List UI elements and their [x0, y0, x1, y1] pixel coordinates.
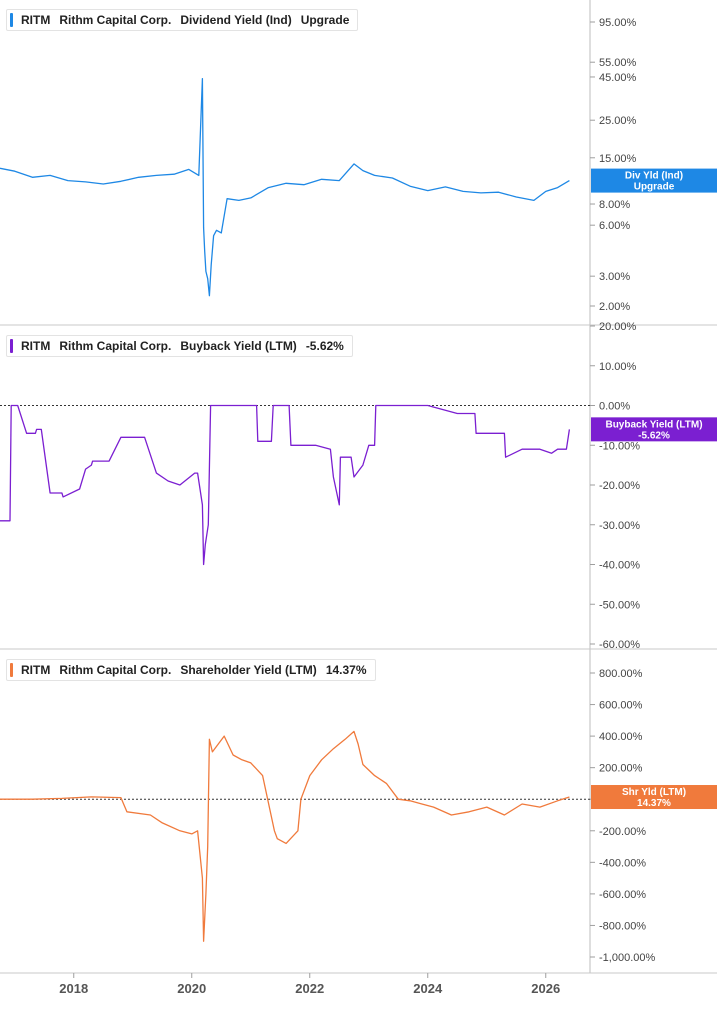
value-badge-text: Upgrade	[634, 182, 675, 193]
x-tick-label: 2022	[295, 981, 324, 996]
shareholder-series-line	[0, 730, 570, 942]
y-tick-label: 3.00%	[599, 271, 630, 283]
legend-company: Rithm Capital Corp.	[59, 13, 172, 27]
y-tick-label: 400.00%	[599, 731, 643, 743]
dividend-value-badge: Div Yld (Ind)Upgrade	[591, 168, 717, 193]
value-badge-bg	[591, 168, 717, 193]
y-tick-label: -1,000.00%	[599, 952, 655, 964]
y-tick-label: 6.00%	[599, 220, 630, 232]
legend-metric: Shareholder Yield (LTM)	[180, 663, 317, 677]
y-tick-label: -60.00%	[599, 639, 640, 651]
y-tick-label: 45.00%	[599, 72, 637, 84]
y-tick-label: 55.00%	[599, 57, 637, 69]
y-tick-label: -30.00%	[599, 520, 640, 532]
legend-buyback-yield[interactable]: RITM Rithm Capital Corp. Buyback Yield (…	[6, 335, 353, 357]
shareholder-value-badge: Shr Yld (LTM)14.37%	[591, 785, 717, 810]
x-tick-label: 2018	[59, 981, 88, 996]
dividend-series-line	[0, 77, 570, 297]
x-tick-label: 2024	[413, 981, 443, 996]
y-tick-label: 20.00%	[599, 321, 637, 333]
y-tick-label: 15.00%	[599, 153, 637, 165]
legend-shareholder-yield[interactable]: RITM Rithm Capital Corp. Shareholder Yie…	[6, 659, 376, 681]
legend-metric: Dividend Yield (Ind)	[180, 13, 292, 27]
y-tick-label: 10.00%	[599, 361, 637, 373]
legend-ticker: RITM	[21, 663, 51, 677]
series-color-swatch	[10, 13, 13, 27]
legend-ticker: RITM	[21, 339, 51, 353]
value-badge-bg	[591, 417, 717, 442]
y-tick-label: 2.00%	[599, 301, 630, 313]
legend-value: 14.37%	[325, 663, 367, 677]
value-badge-bg	[591, 785, 717, 810]
legend-company: Rithm Capital Corp.	[59, 663, 172, 677]
y-tick-label: 25.00%	[599, 115, 637, 127]
y-tick-label: -600.00%	[599, 889, 646, 901]
legend-company: Rithm Capital Corp.	[59, 339, 172, 353]
y-tick-label: 0.00%	[599, 401, 630, 413]
value-badge-text: Buyback Yield (LTM)	[605, 419, 702, 430]
legend-ticker: RITM	[21, 13, 51, 27]
value-badge-text: Div Yld (Ind)	[625, 171, 683, 182]
value-badge-text: 14.37%	[637, 798, 671, 809]
y-tick-label: -400.00%	[599, 857, 646, 869]
x-tick-label: 2026	[531, 981, 560, 996]
y-tick-label: 600.00%	[599, 700, 643, 712]
buyback-value-badge: Buyback Yield (LTM)-5.62%	[591, 417, 717, 442]
y-tick-label: -10.00%	[599, 440, 640, 452]
y-tick-label: 8.00%	[599, 199, 630, 211]
y-tick-label: 800.00%	[599, 668, 643, 680]
y-tick-label: -200.00%	[599, 826, 646, 838]
value-badge-text: Shr Yld (LTM)	[622, 787, 686, 798]
legend-value: -5.62%	[305, 339, 344, 353]
x-tick-label: 2020	[177, 981, 206, 996]
legend-dividend-yield[interactable]: RITM Rithm Capital Corp. Dividend Yield …	[6, 9, 359, 31]
legend-value: Upgrade	[300, 13, 350, 27]
y-tick-label: 95.00%	[599, 17, 637, 29]
legend-metric: Buyback Yield (LTM)	[180, 339, 297, 353]
y-tick-label: -800.00%	[599, 920, 646, 932]
series-color-swatch	[10, 339, 13, 353]
value-badge-text: -5.62%	[638, 430, 670, 441]
y-tick-label: -20.00%	[599, 480, 640, 492]
y-tick-label: -50.00%	[599, 599, 640, 611]
series-color-swatch	[10, 663, 13, 677]
buyback-series-line	[0, 404, 571, 566]
y-tick-label: 200.00%	[599, 763, 643, 775]
y-tick-label: -40.00%	[599, 560, 640, 572]
